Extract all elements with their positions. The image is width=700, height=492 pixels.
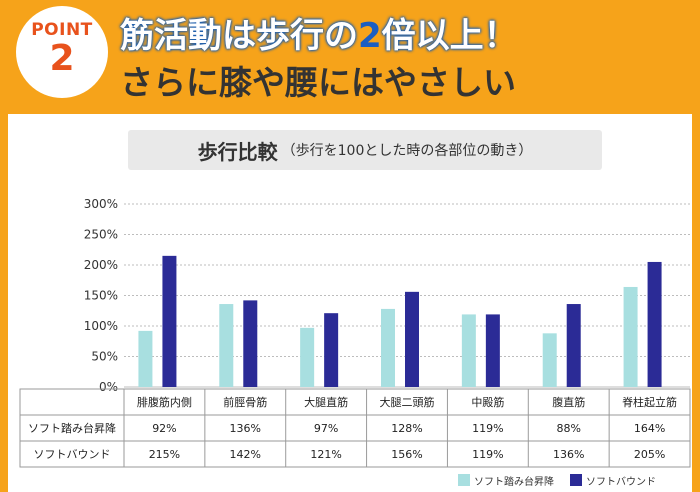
headline: 筋活動は歩行の2倍以上！ <box>120 8 518 57</box>
legend-label-soft-step: ソフト踏み台昇降 <box>474 476 554 488</box>
data-table-border <box>19 388 691 468</box>
subheadline: さらに膝や腰にはやさしい <box>120 63 516 102</box>
table-value: 136% <box>230 422 261 435</box>
chart-title-box: 歩行比較 （歩行を100とした時の各部位の動き） <box>128 130 602 170</box>
chart-title: 歩行比較 <box>197 139 278 164</box>
bar-soft-step <box>300 327 315 387</box>
table-value: 128% <box>391 422 422 435</box>
bar-soft-step <box>381 308 395 387</box>
x-category-label: 腓腹筋内側 <box>137 395 192 409</box>
table-series-name: ソフトバウンド <box>34 448 111 461</box>
table-value: 156% <box>391 448 422 461</box>
x-category-label: 中殿筋 <box>471 395 504 409</box>
bar-soft-bound <box>324 313 339 387</box>
bar-soft-step <box>461 314 476 387</box>
y-tick-label: 150% <box>84 289 118 303</box>
table-value: 142% <box>230 448 261 461</box>
y-tick-label: 300% <box>84 197 118 211</box>
legend-item-soft-bound: ソフトバウンド <box>570 473 656 488</box>
legend-swatch-soft-step <box>458 474 470 486</box>
table-value: 136% <box>553 448 584 461</box>
bar-soft-step <box>138 330 153 387</box>
legend: ソフト踏み台昇降 ソフトバウンド <box>458 472 672 488</box>
table-value: 119% <box>472 448 503 461</box>
x-category-label: 腹直筋 <box>552 395 585 409</box>
header: POINT 2 筋活動は歩行の2倍以上！ さらに膝や腰にはやさしい <box>0 0 700 110</box>
point-badge: POINT 2 <box>16 6 108 98</box>
legend-item-soft-step: ソフト踏み台昇降 <box>458 473 554 488</box>
headline-highlight: 2 <box>358 16 382 56</box>
bar-soft-step <box>542 333 557 387</box>
y-tick-label: 250% <box>84 228 118 242</box>
bar-soft-bound <box>485 314 500 387</box>
table-value: 88% <box>556 422 580 435</box>
table-value: 121% <box>310 448 341 461</box>
chart-subtitle: （歩行を100とした時の各部位の動き） <box>281 143 533 159</box>
legend-label-soft-bound: ソフトバウンド <box>586 476 656 488</box>
table-value: 215% <box>149 448 180 461</box>
table-value: 97% <box>314 422 338 435</box>
bar-soft-bound <box>405 291 419 387</box>
table-value: 119% <box>472 422 503 435</box>
bar-soft-bound <box>647 261 662 387</box>
bar-soft-step <box>219 304 234 387</box>
headline-post: 倍以上！ <box>381 16 518 56</box>
y-tick-label: 0% <box>99 380 118 394</box>
bar-chart: 0% 50% 100% 150% 200% 250% 300% 腓腹筋内側 前脛骨筋 大腿直筋 大腿… <box>19 197 691 468</box>
bar-soft-bound <box>162 255 177 387</box>
point-number: 2 <box>49 38 75 79</box>
headline-pre: 筋活動は歩行の <box>120 16 358 56</box>
table-value: 92% <box>152 422 176 435</box>
bar-soft-bound <box>566 304 581 387</box>
table-value: 205% <box>634 448 665 461</box>
x-category-label: 脊柱起立筋 <box>622 395 677 409</box>
y-tick-label: 50% <box>91 350 118 364</box>
table-value: 164% <box>634 422 665 435</box>
legend-swatch-soft-bound <box>570 474 582 486</box>
x-category-label: 前脛骨筋 <box>223 395 267 409</box>
bar-soft-bound <box>243 300 258 387</box>
chart-panel: 歩行比較 （歩行を100とした時の各部位の動き） 0% 50% 100% 150% 20… <box>8 114 692 492</box>
y-tick-label: 200% <box>84 258 118 272</box>
y-tick-label: 100% <box>84 319 118 333</box>
point-label: POINT <box>31 20 93 40</box>
bar-soft-step <box>623 286 638 387</box>
x-category-label: 大腿直筋 <box>304 395 348 409</box>
table-series-name: ソフト踏み台昇降 <box>28 421 116 435</box>
x-category-label: 大腿二頭筋 <box>380 395 435 409</box>
